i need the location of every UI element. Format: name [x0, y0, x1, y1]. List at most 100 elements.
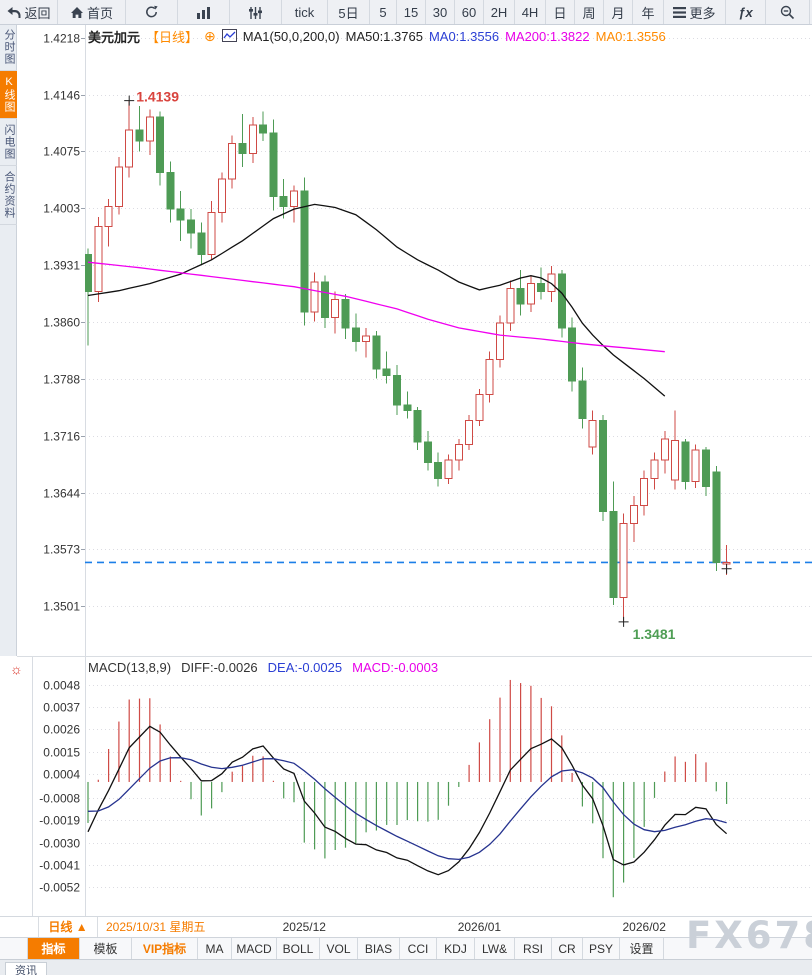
macd-axis-label: -0.0019 — [39, 814, 80, 828]
chart-type-button[interactable] — [178, 0, 230, 24]
y-axis-label: 1.4075 — [43, 145, 80, 159]
macd-axis-label: 0.0048 — [43, 679, 80, 693]
interval-week[interactable]: 周 — [575, 0, 604, 24]
interval-week-label: 周 — [582, 5, 596, 21]
y-axis-label: 1.3644 — [43, 487, 80, 501]
indicator-tab-CCI[interactable]: CCI — [400, 938, 437, 960]
interval-60-label: 60 — [461, 4, 477, 20]
indicator-sun-icon[interactable]: ☼ — [10, 661, 23, 677]
home-button-label: 首页 — [86, 5, 113, 21]
indicator-tab-MACD[interactable]: MACD — [232, 938, 277, 960]
interval-year[interactable]: 年 — [633, 0, 664, 24]
indicator-tab-LW&[interactable]: LW& — [475, 938, 515, 960]
macd-diff-value: DIFF:-0.0026 — [181, 660, 258, 675]
more-button-label: 更多 — [689, 5, 716, 21]
interval-5d-label: 5日 — [338, 5, 359, 21]
interval-30-label: 30 — [432, 4, 448, 20]
sidebar-tab-2[interactable]: 闪电图 — [0, 119, 17, 166]
interval-tick[interactable]: tick — [282, 0, 328, 24]
top-toolbar: 返回 首页 tick 5日 5 15 30 60 2H 4H 日周月年 更多 ƒx — [0, 0, 812, 25]
indicator-tab-VIP指标[interactable]: VIP指标 — [132, 938, 198, 960]
month-label-2025/12: 2025/12 — [282, 920, 326, 934]
chart-type-sidebar: 分时图 K线图 闪电图 合约资料 — [0, 24, 17, 656]
y-axis-label: 1.4146 — [43, 89, 80, 103]
back-icon — [6, 6, 21, 19]
indicator-tab-BOLL[interactable]: BOLL — [277, 938, 320, 960]
macd-axis-label: 0.0015 — [43, 746, 80, 760]
bar-chart-icon — [196, 6, 212, 19]
interval-2h[interactable]: 2H — [484, 0, 515, 24]
interval-5-label: 5 — [379, 4, 387, 20]
interval-year-label: 年 — [641, 5, 655, 21]
macd-axis-label: 0.0037 — [43, 701, 80, 715]
interval-month-label: 月 — [611, 5, 625, 21]
indicator-tab-CR[interactable]: CR — [552, 938, 583, 960]
refresh-button[interactable] — [126, 0, 178, 24]
indicator-toolbar-spacer — [664, 938, 812, 960]
interval-2h-label: 2H — [490, 4, 508, 20]
more-button[interactable]: 更多 — [664, 0, 726, 24]
month-label-2026/01: 2026/01 — [457, 920, 502, 934]
y-axis-label: 1.3788 — [43, 373, 80, 387]
circle-plus-icon[interactable]: ⊕ — [204, 28, 216, 44]
indicator-settings-button[interactable] — [230, 0, 282, 24]
symbol-name: 美元加元 — [88, 30, 141, 45]
ma0-orange-value: MA0:1.3556 — [595, 29, 666, 44]
month-label-2026/02: 2026/02 — [622, 920, 666, 934]
refresh-icon — [144, 5, 159, 19]
macd-dea-value: DEA:-0.0025 — [267, 660, 343, 675]
indicator-tab-BIAS[interactable]: BIAS — [358, 938, 400, 960]
menu-icon — [673, 6, 687, 18]
y-axis-label: 1.3573 — [43, 543, 80, 557]
indicator-tab-设置[interactable]: 设置 — [620, 938, 664, 960]
interval-day-label: 日 — [553, 5, 567, 21]
indicator-tab-模板[interactable]: 模板 — [80, 938, 132, 960]
ma200-value: MA200:1.3822 — [505, 29, 590, 44]
interval-60[interactable]: 60 — [455, 0, 484, 24]
interval-15[interactable]: 15 — [397, 0, 426, 24]
sidebar-tab-0[interactable]: 分时图 — [0, 24, 17, 71]
fx-button[interactable]: ƒx — [726, 0, 766, 24]
interval-4h[interactable]: 4H — [515, 0, 546, 24]
macd-label-row: MACD(13,8,9) DIFF:-0.0026 DEA:-0.0025 MA… — [88, 660, 438, 675]
interval-month[interactable]: 月 — [604, 0, 633, 24]
interval-4h-label: 4H — [521, 4, 539, 20]
indicator-tab-KDJ[interactable]: KDJ — [437, 938, 475, 960]
interval-5d[interactable]: 5日 — [328, 0, 370, 24]
indicator-tab-MA[interactable]: MA — [198, 938, 232, 960]
macd-axis-label: -0.0030 — [39, 837, 80, 851]
sidebar-tab-1[interactable]: K线图 — [0, 71, 17, 119]
period-label: 【日线】 — [146, 30, 199, 45]
period-dropdown[interactable]: 日线 ▲ — [38, 917, 98, 938]
cursor-date-label: 2025/10/31 星期五 — [106, 920, 206, 934]
macd-axis-label: 0.0026 — [43, 723, 80, 737]
indicator-tab-PSY[interactable]: PSY — [583, 938, 620, 960]
chart-title-row: 美元加元 【日线】 ⊕ MA1(50,0,200,0) MA50:1.3765 M… — [88, 27, 666, 46]
indicator-tab-VOL[interactable]: VOL — [320, 938, 358, 960]
bottom-strip: 资讯 — [0, 959, 812, 975]
indicator-tab-指标[interactable]: 指标 — [28, 938, 80, 960]
indicator-toolbar: 指标 模板 VIP指标 MA MACD BOLL VOL BIAS CCI KDJ LW& RSI CR… — [0, 937, 812, 960]
interval-day[interactable]: 日 — [546, 0, 575, 24]
mini-chart-icon[interactable] — [221, 28, 237, 45]
news-tab[interactable]: 资讯 — [5, 962, 47, 975]
y-axis-label: 1.4218 — [43, 32, 80, 46]
back-button[interactable]: 返回 — [0, 0, 58, 24]
interval-5[interactable]: 5 — [370, 0, 397, 24]
sidebar-tab-3[interactable]: 合约资料 — [0, 166, 17, 225]
back-button-label: 返回 — [24, 5, 51, 21]
macd-hist-value: MACD:-0.0003 — [352, 660, 439, 675]
fx-icon: ƒx — [738, 4, 753, 20]
indicator-tab-RSI[interactable]: RSI — [515, 938, 552, 960]
zoom-out-button[interactable] — [766, 0, 810, 24]
y-axis-label: 1.3860 — [43, 316, 80, 330]
home-button[interactable]: 首页 — [58, 0, 126, 24]
y-axis-label: 1.4003 — [43, 202, 80, 216]
y-axis-label: 1.3931 — [43, 259, 80, 273]
interval-tick-label: tick — [294, 4, 315, 20]
home-icon — [70, 6, 84, 19]
interval-30[interactable]: 30 — [426, 0, 455, 24]
macd-params-label: MACD(13,8,9) — [88, 660, 172, 675]
